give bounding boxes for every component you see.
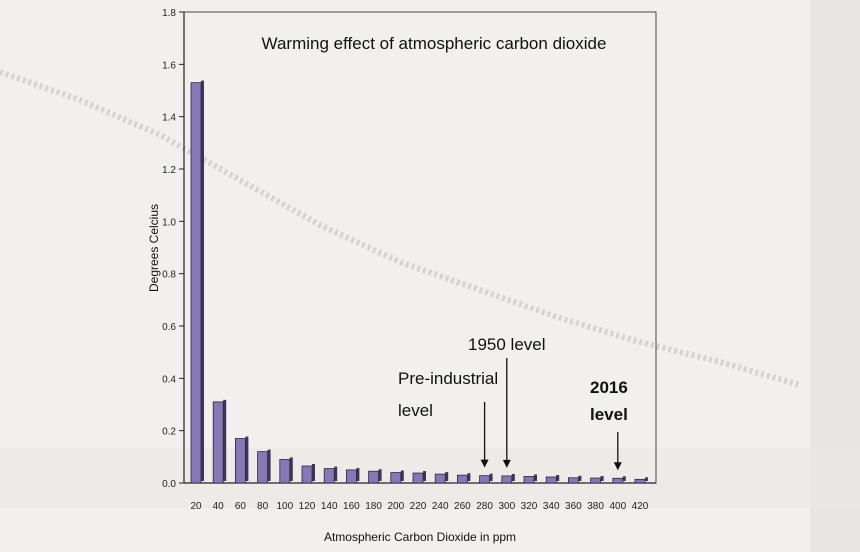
- bar-shadow: [445, 472, 449, 481]
- bar-shadow: [622, 476, 626, 481]
- bar-shadow: [245, 436, 249, 481]
- bar-shadow: [645, 477, 648, 481]
- y-tick-label: 0.6: [162, 322, 176, 333]
- bar-shadow: [356, 467, 360, 481]
- bar-shadow: [534, 474, 537, 481]
- x-axis-label: Atmospheric Carbon Dioxide in ppm: [324, 530, 516, 544]
- bar-shadow: [334, 466, 338, 481]
- bar: [212, 401, 224, 484]
- chart-title: Warming effect of atmospheric carbon dio…: [262, 34, 607, 53]
- bars: [190, 80, 648, 484]
- x-tick-label: 380: [587, 501, 604, 512]
- bar-shadow: [467, 473, 471, 481]
- bar: [479, 475, 491, 484]
- bar: [345, 469, 357, 484]
- bar: [434, 473, 446, 484]
- x-tick-label: 20: [190, 501, 202, 512]
- annotation-label: 1950 level: [468, 335, 546, 354]
- bar-shadow: [511, 473, 515, 481]
- x-axis-ticks: 20 40 60 80 100 120 140 160 180 200 220 240 260 280 30…: [190, 501, 648, 512]
- annotation-arrowhead: [502, 459, 511, 468]
- annotation-label: level: [590, 405, 628, 424]
- x-tick-label: 260: [454, 501, 471, 512]
- x-tick-label: 300: [498, 501, 515, 512]
- annotation-label: 2016: [590, 378, 628, 397]
- bar-shadow: [400, 470, 404, 481]
- bar-shadow: [489, 473, 493, 481]
- annotations: Pre-industrial level 1950 level 2016 level: [398, 335, 628, 471]
- bar: [279, 459, 291, 484]
- x-tick-label: 340: [543, 501, 560, 512]
- bar: [412, 472, 424, 484]
- bar: [612, 477, 624, 484]
- bar: [545, 476, 557, 484]
- bar: [568, 477, 579, 484]
- y-tick-label: 1.6: [162, 60, 176, 71]
- y-tick-label: 1.8: [162, 8, 176, 19]
- x-tick-label: 200: [387, 501, 404, 512]
- x-tick-label: 80: [257, 501, 269, 512]
- annotation-arrowhead: [480, 459, 489, 468]
- annotation-arrowhead: [613, 462, 622, 471]
- bar: [390, 472, 402, 484]
- bar-shadow: [578, 475, 582, 481]
- x-tick-label: 420: [632, 501, 649, 512]
- x-tick-label: 140: [321, 501, 338, 512]
- y-tick-label: 0.2: [162, 427, 176, 438]
- bar: [234, 438, 246, 484]
- y-tick-label: 1.0: [162, 217, 176, 228]
- annotation-label: level: [398, 401, 433, 420]
- bar: [456, 474, 468, 484]
- bar-shadow: [223, 399, 227, 481]
- y-tick-label: 0.8: [162, 270, 176, 281]
- x-tick-label: 220: [410, 501, 427, 512]
- x-tick-label: 400: [609, 501, 626, 512]
- x-tick-label: 160: [343, 501, 360, 512]
- x-tick-label: 320: [521, 501, 538, 512]
- x-tick-label: 360: [565, 501, 582, 512]
- bar-shadow: [600, 476, 604, 481]
- annotation-label: Pre-industrial: [398, 369, 498, 388]
- bar: [301, 465, 313, 484]
- x-tick-label: 60: [235, 501, 247, 512]
- y-tick-label: 1.2: [162, 165, 176, 176]
- x-tick-label: 100: [276, 501, 293, 512]
- bar: [190, 82, 202, 484]
- bar: [590, 477, 601, 484]
- bar-shadow: [267, 449, 271, 481]
- x-tick-label: 180: [365, 501, 382, 512]
- bar-shadow: [556, 474, 560, 481]
- bar: [323, 468, 335, 484]
- y-tick-label: 0.4: [162, 374, 176, 385]
- x-tick-label: 120: [299, 501, 316, 512]
- bar: [634, 478, 646, 484]
- y-axis-label: Degrees Celcius: [147, 204, 161, 292]
- x-tick-label: 40: [213, 501, 225, 512]
- bar-shadow: [378, 469, 382, 481]
- x-tick-label: 280: [476, 501, 493, 512]
- bar: [368, 470, 380, 484]
- bar: [501, 475, 513, 484]
- y-tick-label: 0.0: [162, 479, 176, 490]
- y-axis-ticks: 0.0 0.2 0.4 0.6 0.8 1.0 1.2 1.4 1.6 1.8: [162, 8, 184, 490]
- x-tick-label: 240: [432, 501, 449, 512]
- bar-shadow: [423, 471, 426, 481]
- bar: [523, 476, 535, 484]
- bar-shadow: [312, 463, 315, 481]
- bar-shadow: [201, 80, 204, 482]
- bar: [257, 451, 269, 484]
- bar-shadow: [289, 457, 293, 481]
- y-tick-label: 1.4: [162, 113, 176, 124]
